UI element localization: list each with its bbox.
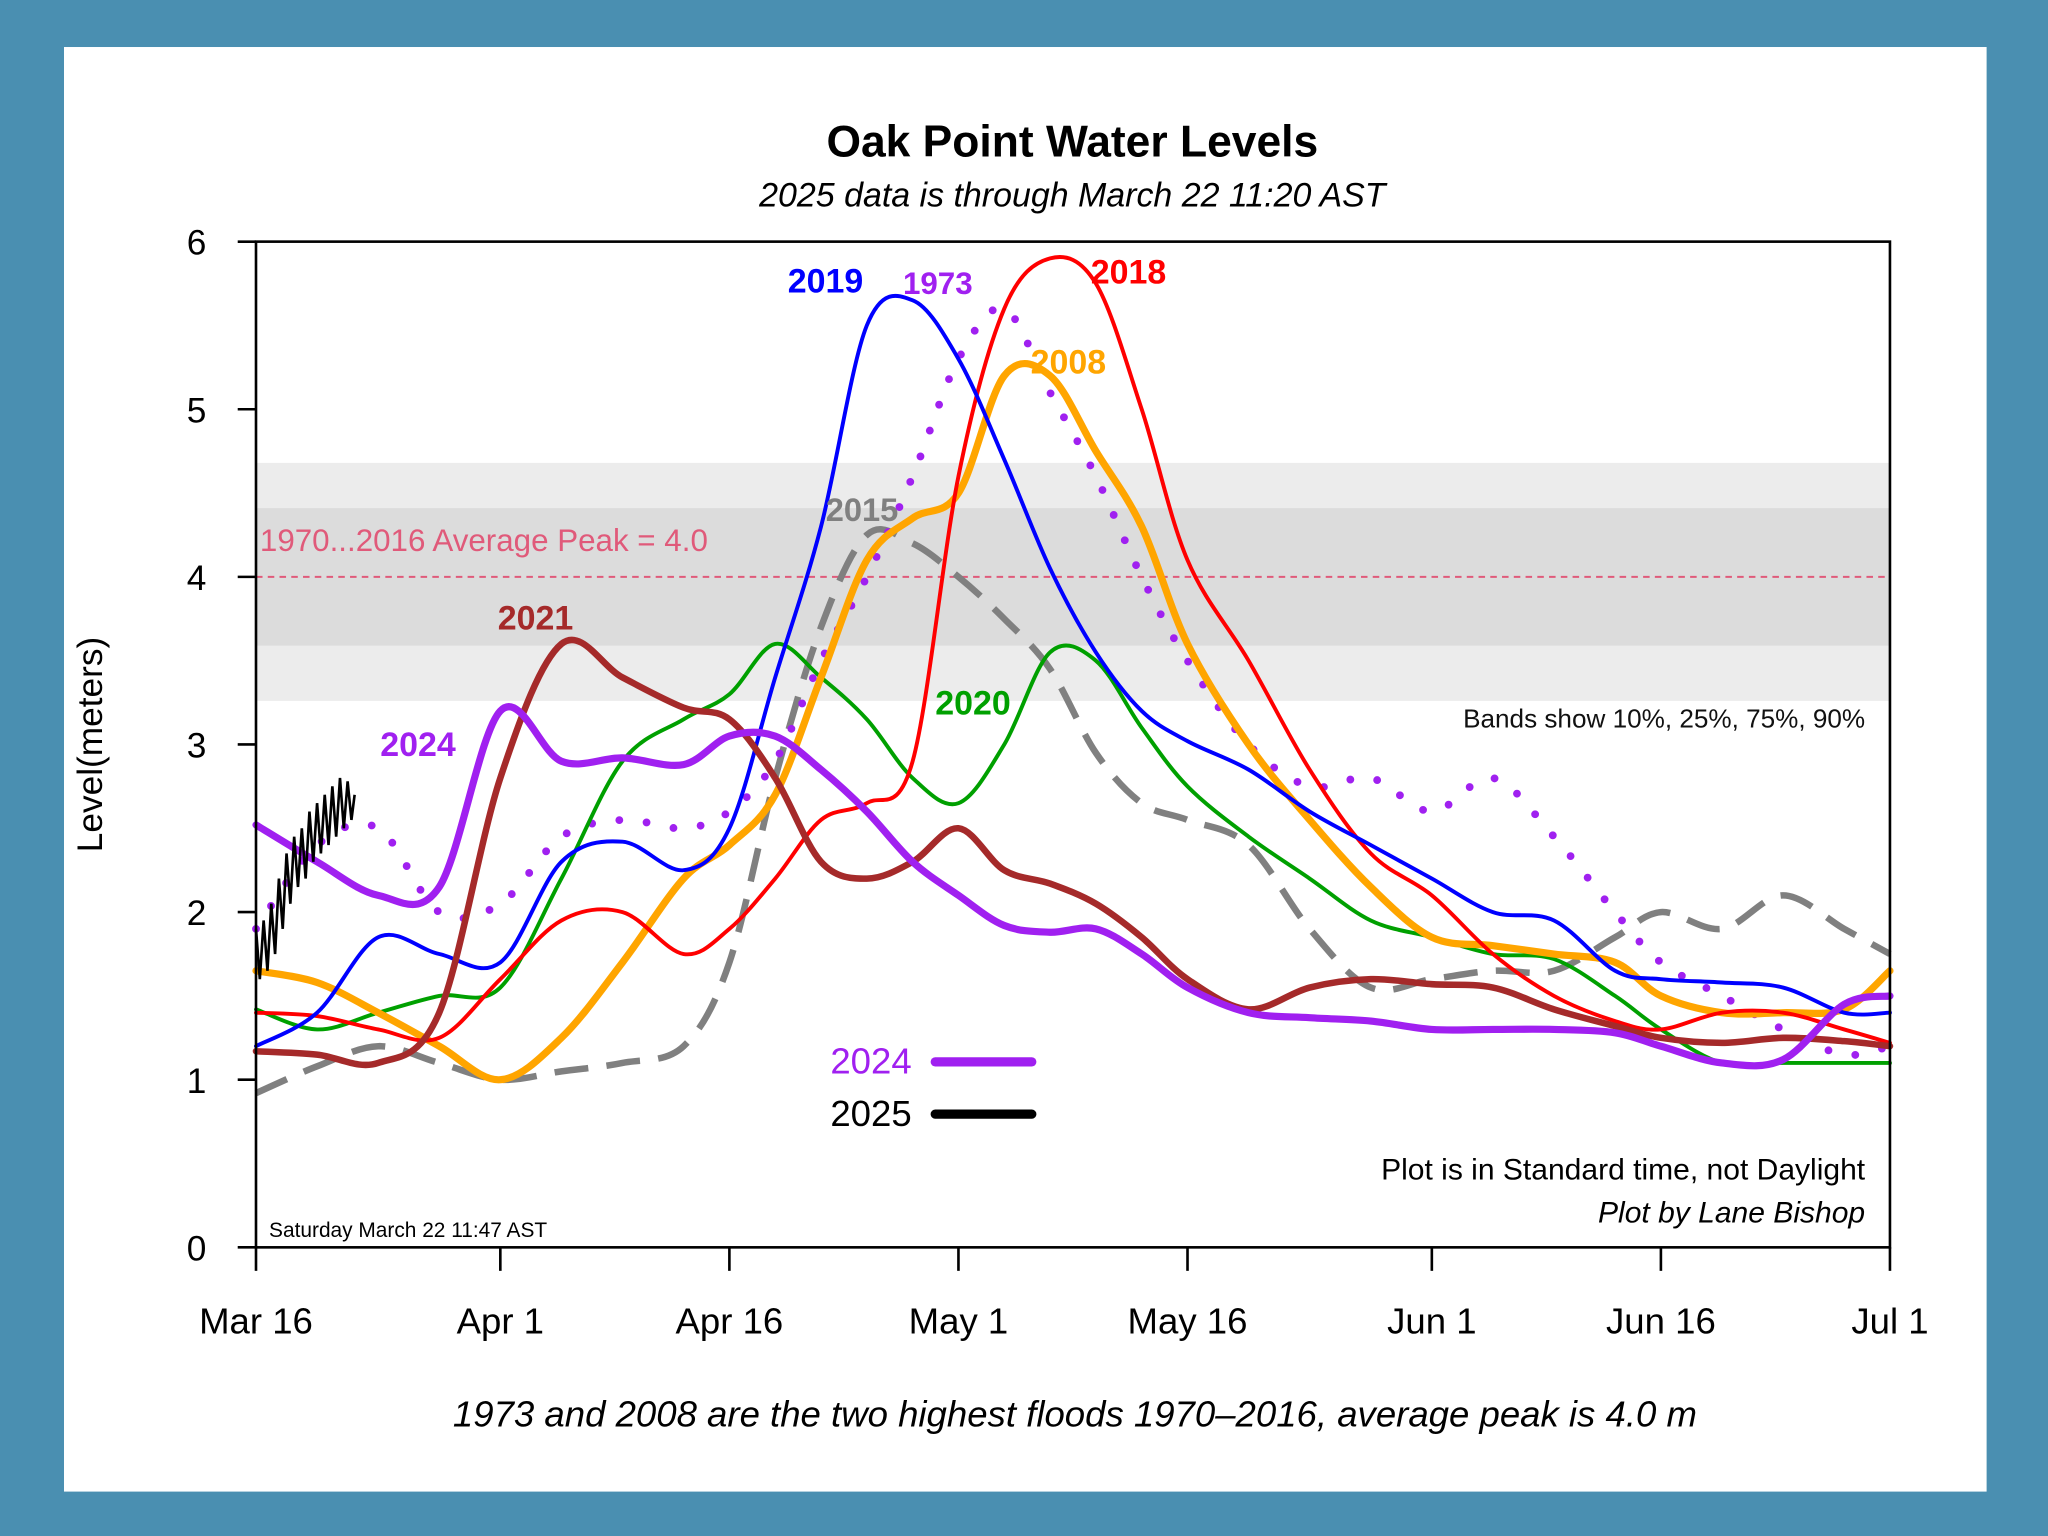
series-label-2018: 2018 [1091,253,1167,291]
x-tick-label: May 16 [1128,1301,1248,1342]
legend-label-2025: 2025 [830,1093,911,1134]
series-label-2020: 2020 [935,684,1011,722]
x-tick-label: Jun 16 [1606,1301,1716,1342]
time-note: Plot is in Standard time, not Daylight [1381,1153,1866,1186]
y-tick-label: 1 [187,1062,207,1101]
series-line-2015 [254,526,1892,1097]
series-line-2021 [252,636,1894,1069]
chart-title: Oak Point Water Levels [826,118,1318,167]
average-peak-label: 1970...2016 Average Peak = 4.0 [260,523,708,558]
x-tick-label: Apr 16 [676,1301,784,1342]
x-tick-label: Jun 1 [1387,1301,1476,1342]
x-tick-label: May 1 [909,1301,1009,1342]
bands-note: Bands show 10%, 25%, 75%, 90% [1463,704,1865,734]
chart-subtitle: 2025 data is through March 22 11:20 AST [758,176,1388,214]
series-line-2019 [254,293,1892,1049]
series-line-2024 [252,703,1894,1070]
x-tick-label: Mar 16 [199,1301,313,1342]
x-tick-label: Jul 1 [1851,1301,1928,1342]
y-tick-label: 3 [187,727,207,766]
series-label-1973: 1973 [903,266,973,301]
x-tick-label: Apr 1 [457,1301,544,1342]
legend: 2024 2025 [830,1041,1037,1134]
series-line-2020 [254,641,1892,1068]
y-tick-label: 4 [187,559,207,598]
series-label-2019: 2019 [788,263,864,301]
legend-label-2024: 2024 [830,1041,911,1082]
series-label-2015: 2015 [826,491,899,528]
y-tick-label: 5 [187,391,207,430]
credit-label: Plot by Lane Bishop [1598,1197,1865,1230]
chart-panel [64,47,1987,1492]
y-axis-label: Level(meters) [71,637,110,852]
timestamp-label: Saturday March 22 11:47 AST [269,1219,547,1242]
series-label-2024: 2024 [380,726,456,764]
series-line-2018 [254,255,1892,1045]
series-line-2008 [252,360,1894,1084]
series-label-2008: 2008 [1031,344,1107,382]
y-tick-label: 0 [187,1229,207,1268]
series-label-2021: 2021 [498,600,574,638]
y-tick-label: 6 [187,224,207,263]
chart-caption: 1973 and 2008 are the two highest floods… [453,1393,1697,1434]
series-line-2025 [254,777,356,980]
y-tick-label: 2 [187,894,207,933]
